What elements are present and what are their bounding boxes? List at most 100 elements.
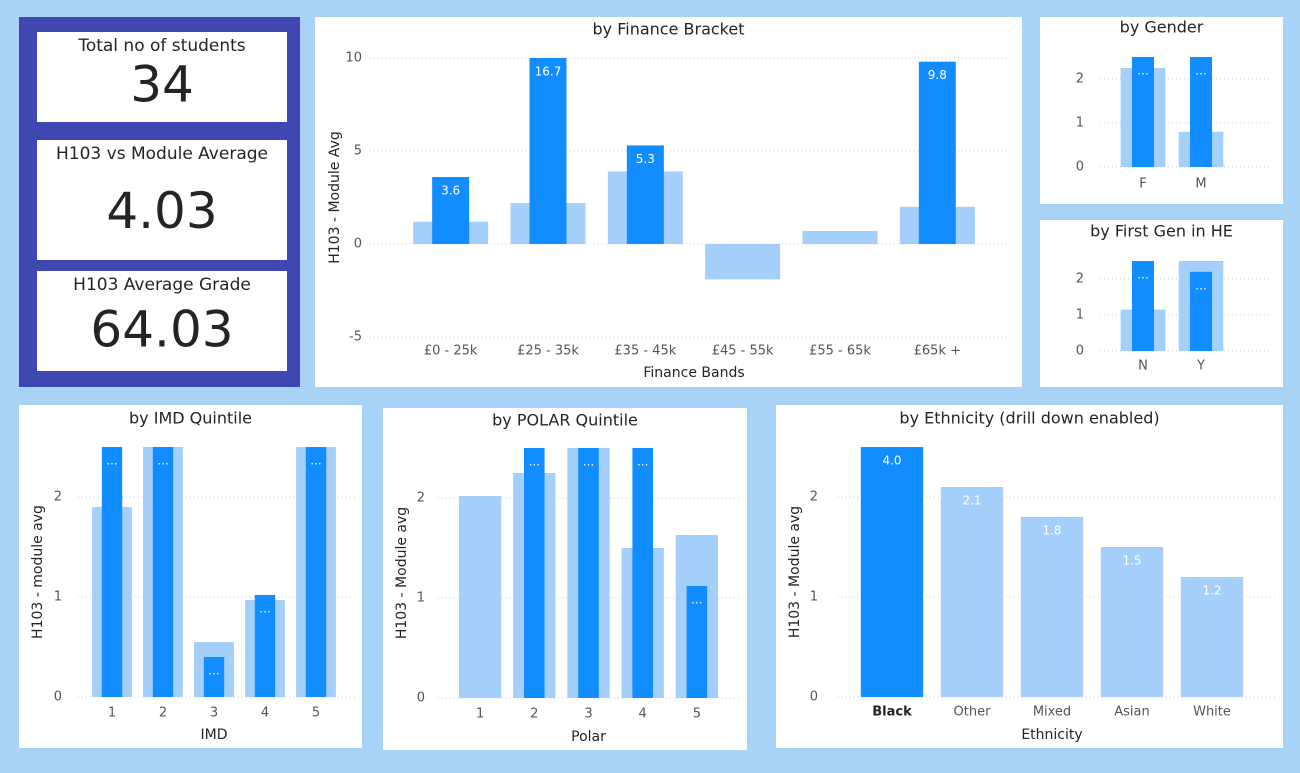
- chart-title: by Gender: [1120, 18, 1204, 37]
- x-tick-label: 3: [210, 706, 218, 721]
- x-tick-label: 4: [261, 706, 269, 721]
- x-tick-label: F: [1139, 177, 1146, 192]
- y-tick-label: -5: [349, 330, 362, 345]
- bar: [705, 244, 781, 280]
- kpi-value: 4.03: [106, 182, 217, 240]
- x-tick-label: 3: [584, 707, 592, 722]
- data-label: ...: [1195, 278, 1206, 292]
- x-tick-label: Black: [872, 705, 912, 720]
- x-tick-label: £0 - 25k: [424, 344, 478, 359]
- x-axis-title: Finance Bands: [643, 365, 744, 381]
- data-label: 2.1: [962, 494, 981, 508]
- x-tick-label: M: [1195, 177, 1206, 192]
- x-tick-label: Mixed: [1033, 705, 1071, 720]
- bars: [860, 447, 1244, 697]
- x-axis-title: Ethnicity: [1021, 727, 1082, 743]
- data-label: 9.8: [928, 68, 947, 82]
- x-tick-label: 2: [159, 706, 167, 721]
- y-tick-label: 1: [1076, 116, 1084, 131]
- bar: [802, 230, 878, 244]
- bar: [860, 447, 924, 697]
- data-label: ...: [583, 455, 594, 469]
- bar: [524, 448, 545, 698]
- bars: [413, 58, 975, 280]
- bar: [432, 177, 470, 244]
- data-label: ...: [157, 454, 168, 468]
- bar: [1131, 57, 1155, 167]
- x-tick-label: Asian: [1114, 705, 1149, 720]
- data-label: ...: [1195, 64, 1206, 78]
- bars: [92, 447, 336, 697]
- chart-panel: [1040, 220, 1283, 387]
- bar: [254, 595, 276, 697]
- y-tick-label: 10: [345, 51, 362, 66]
- kpi-value: 34: [130, 55, 194, 113]
- y-tick-label: 2: [810, 490, 818, 505]
- kpi-label: Total no of students: [77, 36, 245, 56]
- y-tick-label: 1: [1076, 308, 1084, 323]
- chart-title: by IMD Quintile: [129, 409, 252, 428]
- kpi-card: [37, 271, 287, 371]
- kpi-value: 64.03: [90, 301, 233, 359]
- bar: [203, 657, 225, 697]
- y-tick-label: 2: [1076, 272, 1084, 287]
- x-tick-label: 5: [693, 707, 701, 722]
- bar: [578, 448, 599, 698]
- bar: [152, 447, 174, 697]
- bar: [1100, 547, 1164, 697]
- data-label: ...: [529, 455, 540, 469]
- chart-title: by POLAR Quintile: [492, 411, 638, 430]
- y-tick-label: 0: [1076, 160, 1084, 175]
- bar: [305, 447, 327, 697]
- x-tick-label: £55 - 65k: [809, 344, 871, 359]
- y-axis-title: H103 - Module Avg: [327, 131, 343, 264]
- bar: [940, 487, 1004, 697]
- y-tick-label: 2: [417, 491, 425, 506]
- data-label: ...: [1137, 64, 1148, 78]
- chart-title: by First Gen in HE: [1090, 222, 1233, 241]
- x-tick-label: N: [1138, 359, 1148, 374]
- x-tick-label: White: [1193, 705, 1231, 720]
- chart-title: by Finance Bracket: [593, 20, 745, 39]
- data-label: ...: [310, 454, 321, 468]
- data-label: 4.0: [882, 454, 901, 468]
- kpi-card: [37, 140, 287, 260]
- kpi-label: H103 vs Module Average: [56, 144, 268, 164]
- x-tick-label: 5: [312, 706, 320, 721]
- bar: [1020, 517, 1084, 697]
- y-tick-label: 0: [54, 690, 62, 705]
- y-tick-label: 0: [417, 691, 425, 706]
- x-axis-title: IMD: [201, 727, 228, 743]
- bars: [458, 448, 719, 698]
- y-tick-label: 1: [417, 591, 425, 606]
- y-axis-title: H103 - Module avg: [394, 507, 410, 639]
- x-tick-label: 2: [530, 707, 538, 722]
- data-label: 1.2: [1202, 584, 1221, 598]
- x-tick-label: 4: [639, 707, 647, 722]
- data-label: ...: [106, 454, 117, 468]
- x-tick-label: Other: [954, 705, 992, 720]
- bar: [1180, 577, 1244, 697]
- bar: [632, 448, 653, 698]
- data-label: 1.8: [1042, 524, 1061, 538]
- y-tick-label: 2: [1076, 72, 1084, 87]
- bars: [1120, 261, 1224, 351]
- data-label: ...: [691, 593, 702, 607]
- data-label: 5.3: [636, 152, 655, 166]
- bars: [1120, 57, 1224, 167]
- x-axis-title: Polar: [571, 729, 606, 745]
- bar: [1189, 271, 1213, 351]
- x-tick-label: 1: [108, 706, 116, 721]
- data-label: 1.5: [1122, 554, 1141, 568]
- y-axis-title: H103 - Module avg: [787, 506, 803, 638]
- y-tick-label: 2: [54, 490, 62, 505]
- y-tick-label: 5: [354, 144, 362, 159]
- bar: [686, 586, 708, 698]
- bar: [1189, 57, 1213, 167]
- bar: [626, 145, 664, 244]
- bar: [1131, 261, 1155, 351]
- kpi-card: [37, 32, 287, 122]
- data-label: ...: [208, 664, 219, 678]
- x-tick-label: £65k +: [914, 344, 961, 359]
